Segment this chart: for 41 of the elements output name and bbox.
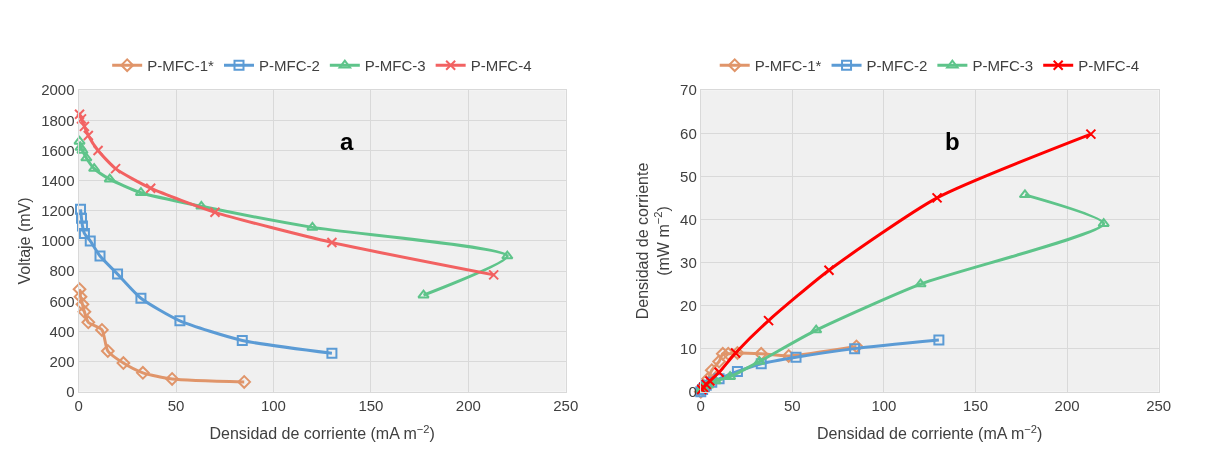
x-tick-label: 100 <box>871 396 897 414</box>
y-tick-label: 1600 <box>41 141 75 159</box>
x-tick-label: 100 <box>260 396 286 414</box>
legend-label: P-MFC-3 <box>364 57 426 75</box>
y-tick-label: 60 <box>680 124 697 142</box>
y-tick-label: 2000 <box>41 81 75 99</box>
y-axis-title: Voltaje (mV) <box>16 197 34 285</box>
y-tick-label: 600 <box>49 292 75 310</box>
legend-label: P-MFC-2 <box>866 57 928 75</box>
y-tick-label: 10 <box>680 339 697 357</box>
y-tick-label: 800 <box>49 262 75 280</box>
y-tick-label: 20 <box>680 296 697 314</box>
legend-label: P-MFC-1* <box>754 57 822 75</box>
legend-label: P-MFC-3 <box>972 57 1034 75</box>
y-tick-label: 200 <box>49 352 75 370</box>
y-tick-label: 1000 <box>41 232 75 250</box>
y-tick-label: 70 <box>680 81 697 99</box>
legend-label: P-MFC-2 <box>259 57 320 75</box>
legend-label: P-MFC-4 <box>470 57 532 75</box>
x-tick-label: 50 <box>784 396 801 414</box>
y-tick-label: 1200 <box>41 202 75 220</box>
annotation: b <box>945 128 960 155</box>
y-tick-label: 40 <box>680 210 697 228</box>
y-tick-label: 1800 <box>41 111 75 129</box>
annotation: a <box>340 128 354 155</box>
x-axis-title: Densidad de corriente (mA m$^{−2}$) <box>817 422 1043 443</box>
y-tick-label: 0 <box>66 382 75 400</box>
x-tick-label: 250 <box>553 396 579 414</box>
x-axis-title: Densidad de corriente (mA m$^{−2}$) <box>209 422 435 443</box>
legend-label: P-MFC-1* <box>147 57 214 75</box>
x-tick-label: 200 <box>455 396 481 414</box>
x-tick-label: 150 <box>358 396 384 414</box>
y-tick-label: 50 <box>680 167 697 185</box>
y-tick-label: 1400 <box>41 171 75 189</box>
legend-label: P-MFC-4 <box>1078 57 1140 75</box>
y-tick-label: 400 <box>49 322 75 340</box>
x-tick-label: 250 <box>1146 396 1172 414</box>
x-tick-label: 150 <box>962 396 989 414</box>
y-tick-label: 30 <box>680 253 697 271</box>
x-tick-label: 50 <box>167 396 185 414</box>
x-tick-label: 200 <box>1054 396 1080 414</box>
